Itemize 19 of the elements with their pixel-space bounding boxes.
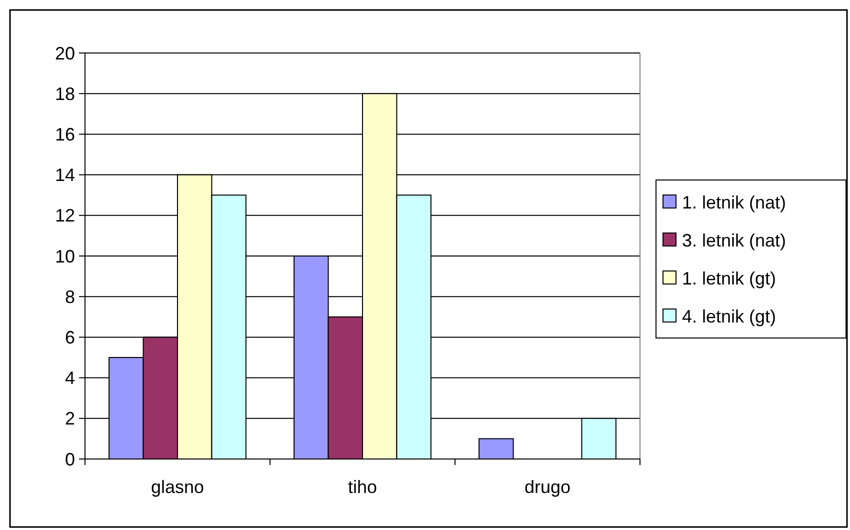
legend-label: 1. letnik (nat) [682, 192, 786, 212]
x-tick-label: tiho [348, 477, 378, 497]
y-tick-label: 20 [54, 43, 75, 64]
legend-label: 3. letnik (nat) [682, 230, 786, 250]
y-tick-label: 2 [64, 408, 75, 429]
legend-label: 1. letnik (gt) [682, 268, 776, 288]
y-tick-label: 18 [54, 84, 75, 104]
y-tick-label: 12 [54, 206, 75, 226]
y-tick-label: 4 [64, 368, 75, 388]
x-tick-label: drugo [524, 477, 571, 497]
y-tick-label: 8 [64, 286, 75, 307]
y-tick-label: 16 [54, 124, 75, 144]
y-tick-label: 10 [54, 246, 75, 266]
y-tick-label: 14 [54, 165, 75, 186]
y-tick-label: 6 [64, 328, 75, 348]
legend-label: 4. letnik (gt) [682, 306, 776, 326]
y-tick-label: 0 [64, 449, 75, 470]
bar [478, 438, 514, 460]
x-tick-label: glasno [150, 477, 204, 497]
